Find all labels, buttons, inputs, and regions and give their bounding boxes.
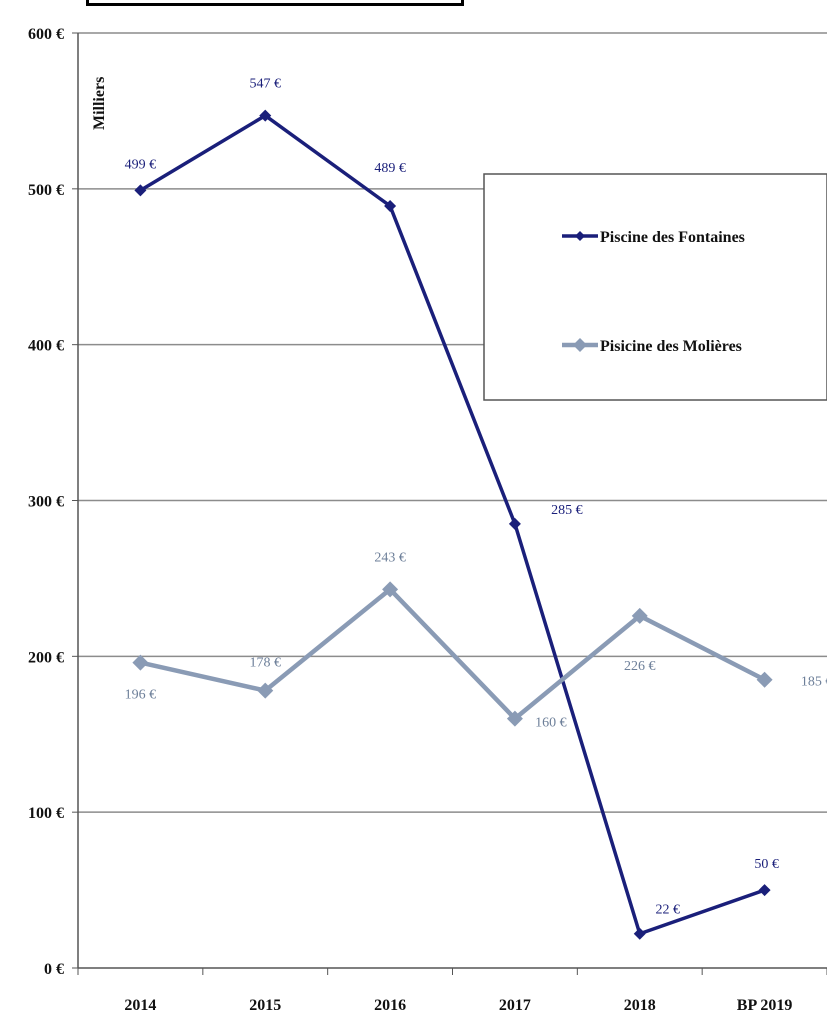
legend: Piscine des Fontaines Pisicine des Molièr…	[483, 173, 827, 401]
data-label: 160 €	[535, 716, 567, 731]
data-label: 499 €	[125, 157, 157, 172]
data-point-marker	[382, 581, 399, 598]
legend-box	[483, 173, 827, 401]
data-label: 285 €	[551, 503, 583, 518]
x-tick-label: 2018	[624, 997, 656, 1014]
y-tick-label: 0 €	[44, 961, 64, 978]
data-point-marker	[132, 654, 149, 671]
data-label: 185 €	[801, 675, 827, 690]
legend-entry-label: Piscine des Fontaines	[600, 229, 745, 246]
x-tick-label: 2015	[249, 997, 281, 1014]
data-point-marker	[257, 682, 274, 699]
legend-swatch-marker	[573, 338, 587, 352]
series-line	[139, 587, 766, 721]
data-point-marker	[259, 109, 272, 122]
data-label: 22 €	[656, 903, 681, 918]
series-line	[139, 113, 766, 936]
title-box-fragment	[86, 0, 464, 6]
data-point-marker	[633, 927, 646, 940]
data-labels: 499 € 547 € 489 € 285 € 22 € 50 € 196 € 178 € 24…	[125, 77, 827, 918]
data-label: 226 €	[624, 659, 656, 674]
y-tick-label: 500 €	[28, 182, 64, 199]
data-point-marker	[134, 184, 147, 197]
data-point-marker	[506, 710, 523, 727]
series	[132, 109, 773, 940]
data-label: 196 €	[125, 688, 157, 703]
legend-entry-label: Pisicine des Molières	[600, 338, 742, 355]
axes: 0 € 100 € 200 € 300 € 400 € 500 € 600 € Millier…	[28, 26, 827, 1014]
x-tick-label: 2016	[374, 997, 406, 1014]
data-point-marker	[631, 607, 648, 624]
data-label: 243 €	[374, 550, 406, 565]
data-point-marker	[756, 671, 773, 688]
data-point-marker	[508, 517, 521, 530]
data-label: 547 €	[250, 77, 282, 92]
y-tick-label: 200 €	[28, 649, 64, 666]
gridlines	[78, 32, 827, 813]
x-tick-label: BP 2019	[737, 997, 793, 1014]
y-tick-label: 100 €	[28, 805, 64, 822]
y-tick-label: 600 €	[28, 26, 64, 43]
y-tick-label: 300 €	[28, 494, 64, 511]
unit-label: Milliers	[91, 77, 108, 130]
data-label: 178 €	[250, 656, 282, 671]
data-label: 50 €	[754, 857, 779, 872]
data-point-marker	[384, 199, 397, 212]
legend-swatch-marker	[575, 231, 585, 241]
data-label: 489 €	[374, 161, 406, 176]
x-tick-label: 2014	[124, 997, 156, 1014]
y-tick-label: 400 €	[28, 338, 64, 355]
data-point-marker	[758, 884, 771, 897]
x-tick-label: 2017	[499, 997, 531, 1014]
